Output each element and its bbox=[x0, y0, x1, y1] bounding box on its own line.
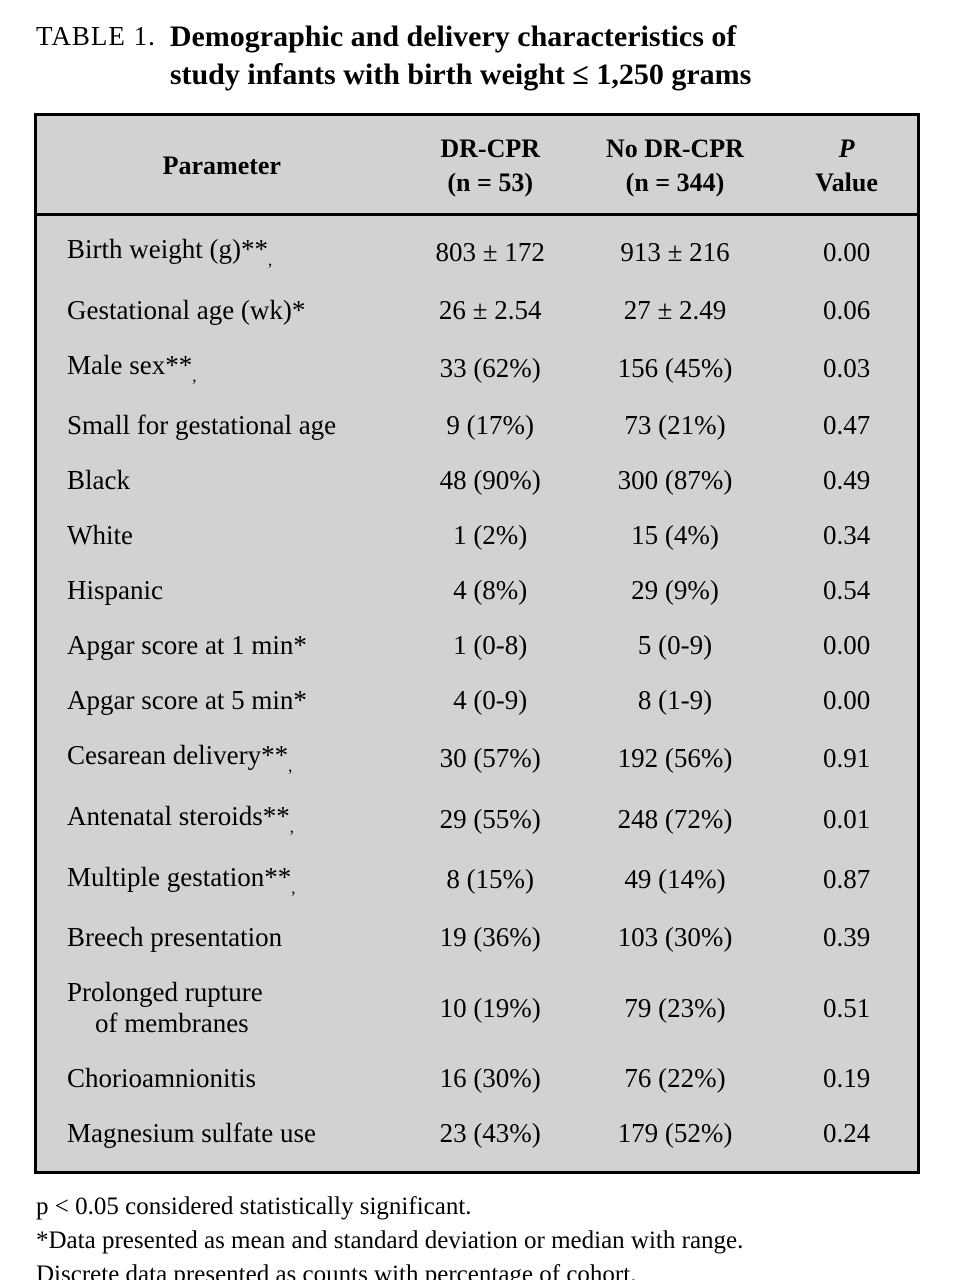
p-value-cell: 0.03 bbox=[822, 352, 871, 383]
title-line-2: study infants with birth weight ≤ 1,250 … bbox=[169, 58, 752, 92]
drcpr-value-cell: 19 (36%) bbox=[439, 922, 541, 953]
drcpr-value-cell: 1 (2%) bbox=[453, 520, 528, 551]
table-row: Multiple gestation**, 8 (15%) 49 (14%) 0.87 bbox=[37, 850, 917, 911]
p-value-cell: 0.00 bbox=[822, 237, 871, 268]
parameter-cell: White bbox=[67, 520, 133, 551]
table-row: Small for gestational age 9 (17%) 73 (21%)… bbox=[37, 398, 917, 453]
drcpr-value-cell: 9 (17%) bbox=[446, 410, 535, 441]
column-header-drcpr: DR-CPR (n = 53) bbox=[440, 133, 541, 197]
parameter-cell: Chorioamnionitis bbox=[67, 1063, 256, 1094]
table-row: Black 48 (90%) 300 (87%) 0.49 bbox=[37, 453, 917, 508]
column-header-p-value: P Value bbox=[815, 133, 878, 197]
drcpr-value-cell: 30 (57%) bbox=[439, 743, 541, 774]
p-value-cell: 0.00 bbox=[822, 630, 871, 661]
parameter-cell: Gestational age (wk)* bbox=[67, 294, 306, 325]
drcpr-value-cell: 4 (0-9) bbox=[453, 685, 528, 716]
data-table: Parameter DR-CPR (n = 53) No DR-CPR (n =… bbox=[34, 112, 920, 1175]
table-row: Apgar score at 1 min* 1 (0-8) 5 (0-9) 0.00 bbox=[37, 618, 917, 673]
table-row: Birth weight (g)**, 803 ± 172 913 ± 216 0.0… bbox=[37, 222, 917, 283]
table-body: Birth weight (g)**, 803 ± 172 913 ± 216 0.0… bbox=[37, 216, 917, 1171]
no-drcpr-value-cell: 29 (9%) bbox=[631, 575, 719, 606]
parameter-cell: Black bbox=[67, 465, 130, 496]
parameter-cell: Multiple gestation**, bbox=[67, 861, 296, 898]
table-row: Breech presentation 19 (36%) 103 (30%) 0.39 bbox=[37, 910, 917, 965]
table-row: Antenatal steroids**, 29 (55%) 248 (72%) 0.… bbox=[37, 789, 917, 850]
no-drcpr-value-cell: 49 (14%) bbox=[624, 864, 726, 895]
drcpr-value-cell: 33 (62%) bbox=[439, 352, 541, 383]
p-value-cell: 0.47 bbox=[822, 410, 871, 441]
parameter-cell: Antenatal steroids**, bbox=[67, 800, 294, 837]
p-value-cell: 0.54 bbox=[822, 575, 871, 606]
parameter-cell: Apgar score at 5 min* bbox=[67, 685, 307, 716]
p-value-cell: 0.06 bbox=[822, 294, 871, 325]
parameter-cell: Small for gestational age bbox=[67, 410, 337, 441]
drcpr-value-cell: 26 ± 2.54 bbox=[438, 294, 542, 325]
footnote: p < 0.05 considered statistically signif… bbox=[36, 1193, 472, 1221]
no-drcpr-value-cell: 156 (45%) bbox=[617, 352, 733, 383]
p-value-cell: 0.87 bbox=[822, 864, 871, 895]
parameter-cell: Magnesium sulfate use bbox=[67, 1118, 316, 1149]
drcpr-value-cell: 16 (30%) bbox=[439, 1063, 541, 1094]
no-drcpr-value-cell: 27 ± 2.49 bbox=[623, 294, 727, 325]
no-drcpr-value-cell: 192 (56%) bbox=[617, 743, 733, 774]
no-drcpr-value-cell: 5 (0-9) bbox=[637, 630, 713, 661]
table-row: Male sex**, 33 (62%) 156 (45%) 0.03 bbox=[37, 338, 917, 399]
table-title: TABLE 1. Demographic and delivery charac… bbox=[36, 18, 920, 95]
drcpr-value-cell: 4 (8%) bbox=[453, 575, 528, 606]
table-row: Cesarean delivery**, 30 (57%) 192 (56%) 0.9… bbox=[37, 728, 917, 789]
drcpr-value-cell: 48 (90%) bbox=[439, 465, 541, 496]
column-header-parameter: Parameter bbox=[162, 150, 281, 180]
column-header-no-drcpr: No DR-CPR (n = 344) bbox=[606, 133, 744, 197]
footnote: *Data presented as mean and standard dev… bbox=[36, 1227, 744, 1255]
drcpr-value-cell: 803 ± 172 bbox=[435, 237, 545, 268]
drcpr-value-cell: 10 (19%) bbox=[439, 992, 541, 1023]
parameter-cell: Birth weight (g)**, bbox=[67, 234, 273, 270]
parameter-cell: Cesarean delivery**, bbox=[67, 740, 293, 776]
table-row: Gestational age (wk)* 26 ± 2.54 27 ± 2.49 0… bbox=[37, 283, 917, 338]
no-drcpr-value-cell: 300 (87%) bbox=[617, 465, 733, 496]
table-row: Apgar score at 5 min* 4 (0-9) 8 (1-9) 0.00 bbox=[37, 673, 917, 728]
no-drcpr-value-cell: 15 (4%) bbox=[631, 520, 719, 551]
parameter-cell: Apgar score at 1 min* bbox=[67, 630, 307, 661]
no-drcpr-value-cell: 79 (23%) bbox=[624, 992, 726, 1023]
p-value-cell: 0.49 bbox=[822, 465, 871, 496]
p-value-cell: 0.91 bbox=[822, 743, 871, 774]
no-drcpr-value-cell: 179 (52%) bbox=[617, 1118, 733, 1149]
footnotes: p < 0.05 considered statistically signif… bbox=[36, 1190, 920, 1280]
table-row: Magnesium sulfate use 23 (43%) 179 (52%) 0.… bbox=[37, 1106, 917, 1161]
p-value-cell: 0.01 bbox=[822, 803, 871, 834]
parameter-cell: Hispanic bbox=[67, 575, 163, 606]
p-value-cell: 0.39 bbox=[822, 922, 871, 953]
table-header-row: Parameter DR-CPR (n = 53) No DR-CPR (n =… bbox=[37, 116, 917, 217]
no-drcpr-value-cell: 8 (1-9) bbox=[637, 685, 713, 716]
footnote: Discrete data presented as counts with p… bbox=[36, 1261, 637, 1280]
no-drcpr-value-cell: 913 ± 216 bbox=[620, 237, 730, 268]
p-value-cell: 0.51 bbox=[822, 992, 871, 1023]
parameter-cell: Breech presentation bbox=[67, 922, 283, 953]
table-row: Chorioamnionitis 16 (30%) 76 (22%) 0.19 bbox=[37, 1051, 917, 1106]
no-drcpr-value-cell: 73 (21%) bbox=[624, 410, 726, 441]
no-drcpr-value-cell: 76 (22%) bbox=[624, 1063, 726, 1094]
table-label: TABLE 1. bbox=[36, 21, 156, 51]
p-value-cell: 0.00 bbox=[822, 685, 871, 716]
p-value-cell: 0.34 bbox=[822, 520, 871, 551]
table-row: White 1 (2%) 15 (4%) 0.34 bbox=[37, 508, 917, 563]
table-row: Prolonged rupture of membranes 10 (19%) 79 … bbox=[37, 965, 917, 1051]
title-line-1: Demographic and delivery characteristics… bbox=[169, 20, 737, 53]
parameter-cell: Prolonged rupture of membranes bbox=[67, 977, 263, 1039]
drcpr-value-cell: 29 (55%) bbox=[439, 803, 541, 834]
no-drcpr-value-cell: 103 (30%) bbox=[617, 922, 733, 953]
table-row: Hispanic 4 (8%) 29 (9%) 0.54 bbox=[37, 563, 917, 618]
p-value-cell: 0.24 bbox=[822, 1118, 871, 1149]
title-text: Demographic and delivery characteristics… bbox=[170, 18, 752, 95]
no-drcpr-value-cell: 248 (72%) bbox=[617, 803, 733, 834]
p-value-cell: 0.19 bbox=[822, 1063, 871, 1094]
parameter-cell: Male sex**, bbox=[67, 349, 197, 386]
drcpr-value-cell: 1 (0-8) bbox=[453, 630, 528, 661]
drcpr-value-cell: 23 (43%) bbox=[439, 1118, 541, 1149]
drcpr-value-cell: 8 (15%) bbox=[446, 864, 535, 895]
